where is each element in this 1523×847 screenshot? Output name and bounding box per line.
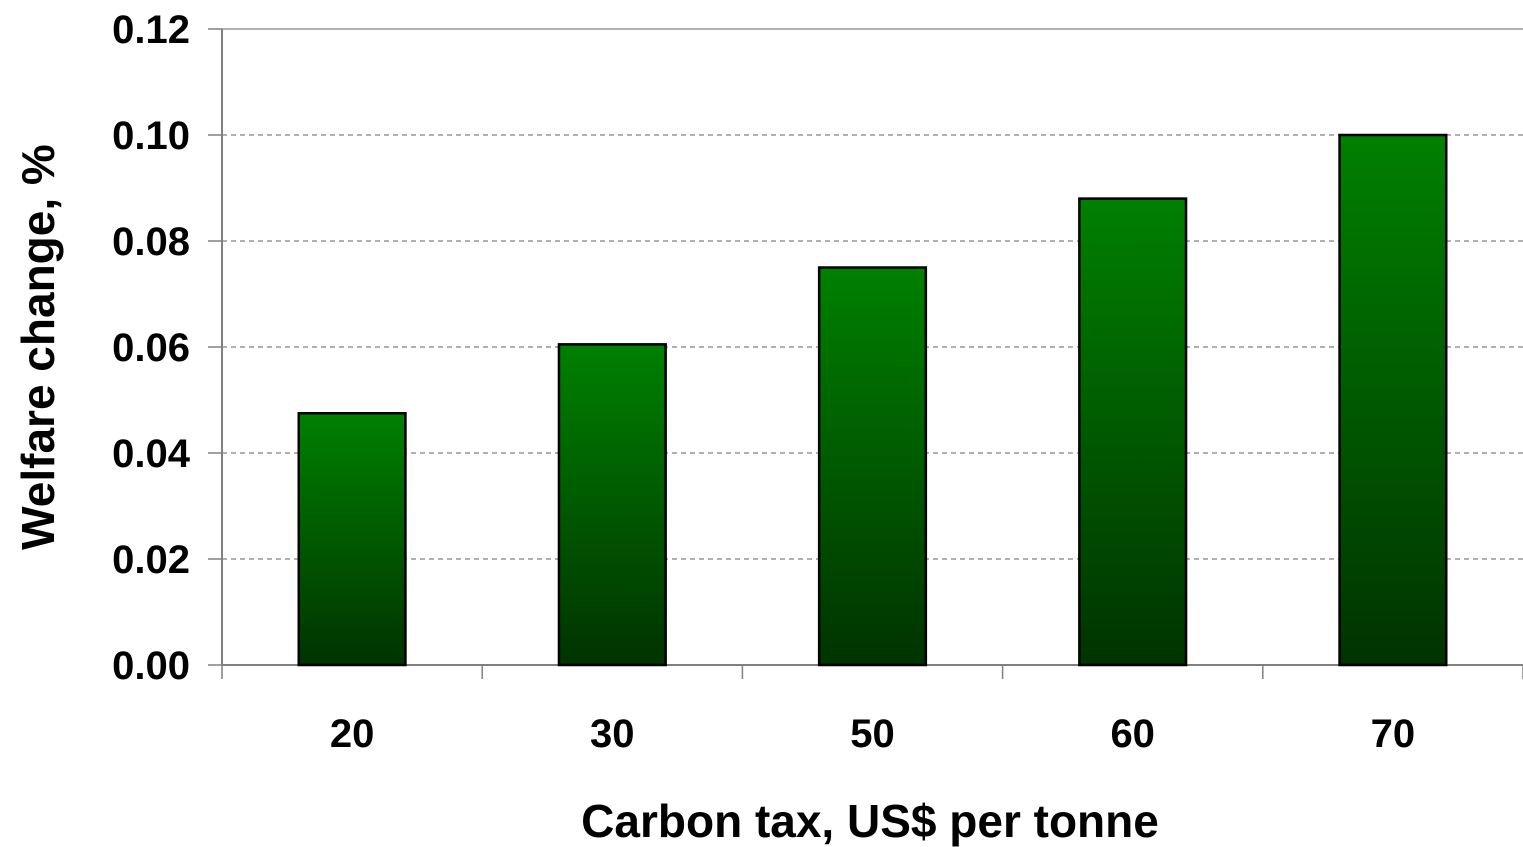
y-tick-label: 0.02 [112, 538, 190, 582]
y-tick-labels: 0.00 0.02 0.04 0.06 0.08 0.10 0.12 [112, 8, 191, 688]
bar-70 [1338, 133, 1448, 667]
x-category-labels: 20 30 50 60 70 [330, 712, 1415, 756]
bars [297, 133, 1448, 667]
y-axis-title: Welfare change, % [12, 144, 64, 550]
x-category-label: 60 [1110, 712, 1155, 756]
x-category-label: 30 [590, 712, 635, 756]
y-tick-label: 0.08 [112, 220, 190, 264]
x-axis-title: Carbon tax, US$ per tonne [581, 795, 1159, 847]
y-tick-label: 0.12 [112, 8, 190, 52]
bar-50 [817, 266, 928, 667]
y-tick-label: 0.06 [112, 326, 190, 370]
x-category-label: 50 [850, 712, 895, 756]
y-tick-label: 0.10 [112, 114, 190, 158]
x-category-label: 20 [330, 712, 375, 756]
y-tick-label: 0.00 [112, 644, 190, 688]
y-tick-label: 0.04 [112, 432, 191, 476]
bar-20 [297, 412, 407, 667]
bar-30 [557, 343, 667, 667]
x-category-label: 70 [1371, 712, 1416, 756]
bar-60 [1078, 197, 1188, 667]
